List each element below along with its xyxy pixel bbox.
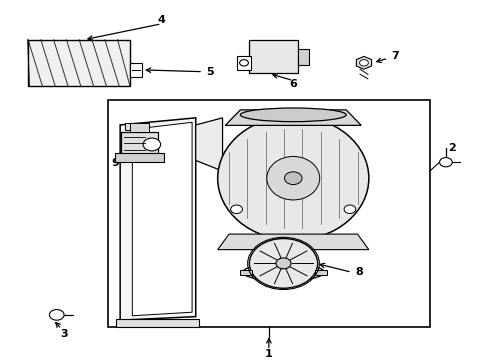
- Bar: [108, 100, 429, 327]
- Bar: [315, 270, 326, 275]
- Text: 2: 2: [447, 143, 455, 153]
- Polygon shape: [132, 122, 192, 316]
- Bar: [298, 49, 308, 64]
- Text: 9: 9: [111, 158, 119, 168]
- Circle shape: [249, 239, 317, 288]
- Circle shape: [439, 158, 451, 167]
- Ellipse shape: [240, 108, 346, 122]
- Polygon shape: [356, 57, 371, 69]
- Circle shape: [49, 310, 64, 320]
- Polygon shape: [120, 118, 195, 320]
- Bar: [121, 132, 158, 155]
- Bar: [130, 123, 149, 132]
- Text: 1: 1: [264, 349, 272, 359]
- Text: 8: 8: [354, 267, 362, 277]
- Circle shape: [230, 205, 242, 213]
- Circle shape: [275, 258, 290, 269]
- Bar: [115, 153, 163, 162]
- Circle shape: [359, 60, 367, 66]
- Circle shape: [344, 205, 355, 213]
- Ellipse shape: [266, 157, 319, 200]
- Circle shape: [239, 60, 248, 66]
- Bar: [125, 123, 144, 130]
- Bar: [240, 270, 251, 275]
- Bar: [116, 319, 199, 327]
- Text: 6: 6: [289, 79, 297, 89]
- Circle shape: [143, 138, 160, 151]
- Polygon shape: [217, 234, 368, 249]
- Bar: [249, 40, 298, 73]
- Text: 4: 4: [157, 15, 165, 25]
- Text: 5: 5: [206, 67, 214, 77]
- Bar: [237, 56, 250, 70]
- Bar: [130, 63, 142, 77]
- Bar: [27, 40, 130, 86]
- Ellipse shape: [217, 116, 368, 240]
- Ellipse shape: [242, 264, 324, 281]
- Polygon shape: [195, 118, 222, 171]
- Text: 3: 3: [60, 329, 68, 339]
- Text: 7: 7: [390, 51, 398, 62]
- Circle shape: [284, 172, 302, 185]
- Polygon shape: [225, 110, 361, 125]
